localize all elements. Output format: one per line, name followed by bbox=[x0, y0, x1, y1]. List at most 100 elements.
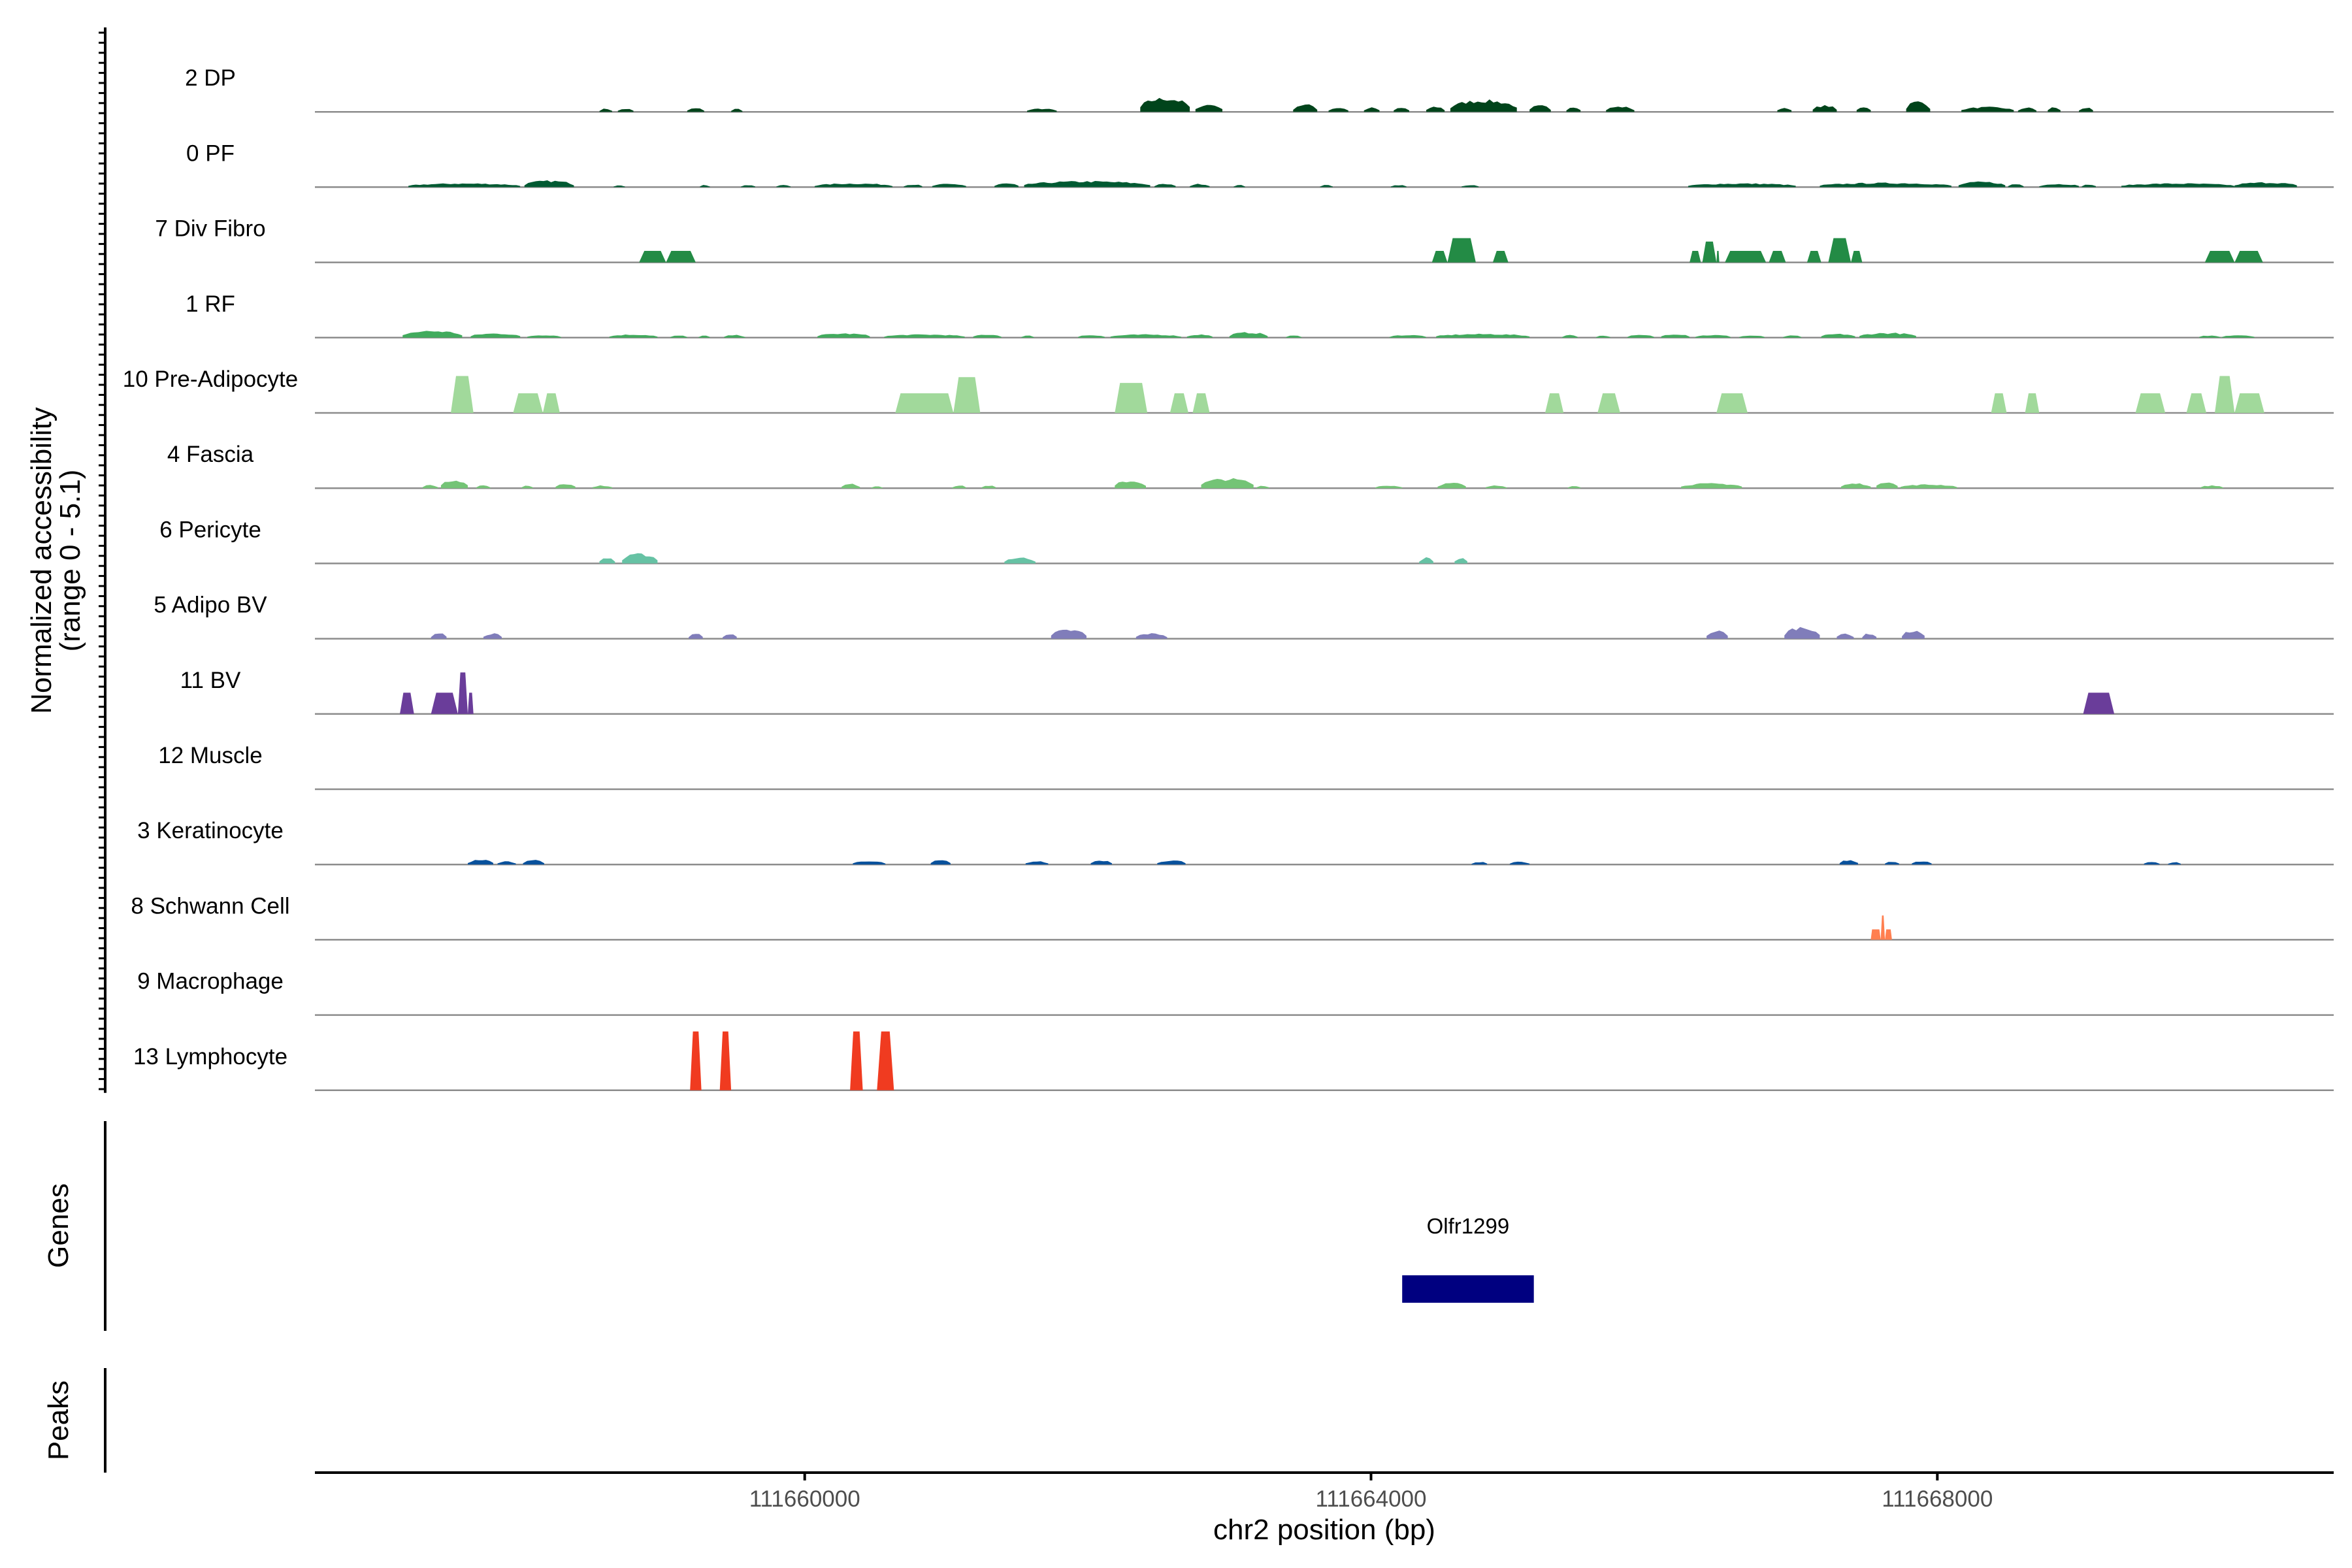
coverage-peak bbox=[1157, 860, 1186, 865]
coverage-peak bbox=[1431, 251, 1448, 263]
coverage-peak bbox=[408, 183, 521, 188]
coverage-peak bbox=[2039, 184, 2079, 188]
coverage-peak bbox=[1820, 182, 1952, 188]
coverage-peak bbox=[1462, 185, 1479, 188]
coverage-peak bbox=[1596, 335, 1610, 338]
coverage-peak bbox=[1025, 861, 1049, 865]
coverage-peak bbox=[599, 558, 615, 564]
coverage-peak bbox=[1690, 251, 1701, 263]
coverage-peak bbox=[930, 860, 951, 865]
coverage-peak bbox=[932, 184, 966, 188]
coverage-y-axis bbox=[99, 27, 106, 1093]
coverage-peak bbox=[1840, 483, 1871, 489]
track-8-schwann-cell: 8 Schwann Cell bbox=[131, 893, 2334, 941]
coverage-peak bbox=[2199, 335, 2221, 338]
coverage-peak bbox=[1545, 393, 1564, 413]
coverage-peak bbox=[1328, 108, 1348, 112]
coverage-peak bbox=[1192, 393, 1210, 413]
coverage-peak bbox=[2079, 108, 2093, 112]
track-label: 11 BV bbox=[180, 668, 241, 693]
coverage-peak bbox=[592, 485, 612, 489]
coverage-peak bbox=[1024, 181, 1151, 188]
coverage-peak bbox=[1566, 107, 1581, 112]
track-label: 0 PF bbox=[186, 140, 235, 166]
coverage-peak bbox=[981, 485, 996, 489]
coverage-peak bbox=[521, 485, 533, 489]
coverage-peak bbox=[670, 335, 687, 338]
coverage-peak bbox=[1426, 106, 1445, 112]
coverage-peak bbox=[2168, 862, 2181, 865]
coverage-peak bbox=[1876, 482, 1898, 489]
coverage-peak bbox=[1021, 335, 1034, 338]
coverage-peak bbox=[609, 335, 658, 338]
coverage-peak bbox=[689, 634, 703, 639]
coverage-peak bbox=[1229, 332, 1268, 338]
coverage-peak bbox=[973, 335, 1002, 338]
coverage-peak bbox=[895, 393, 954, 413]
track-6-pericyte: 6 Pericyte bbox=[159, 517, 2334, 564]
coverage-peak bbox=[497, 861, 516, 865]
coverage-peak bbox=[1154, 184, 1176, 188]
coverage-peak bbox=[1627, 335, 1654, 338]
coverage-peak bbox=[1567, 486, 1581, 489]
coverage-peak bbox=[1880, 915, 1886, 940]
track-label: 2 DP bbox=[185, 65, 236, 91]
coverage-peak bbox=[400, 693, 414, 714]
coverage-peak bbox=[1961, 106, 2014, 112]
coverage-peak bbox=[1906, 101, 1931, 112]
track-label: 8 Schwann Cell bbox=[131, 893, 289, 919]
coverage-peak bbox=[1293, 104, 1318, 112]
coverage-peak bbox=[700, 185, 710, 188]
coverage-peak bbox=[1436, 333, 1530, 338]
coverage-peak bbox=[1562, 335, 1578, 338]
coverage-peak bbox=[1783, 335, 1802, 338]
coverage-peak bbox=[884, 334, 965, 338]
coverage-peak bbox=[1870, 929, 1881, 940]
coverage-peak bbox=[723, 634, 737, 639]
coverage-peak bbox=[698, 335, 710, 338]
coverage-peak bbox=[1115, 482, 1146, 489]
track-0-pf: 0 PF bbox=[186, 140, 2334, 188]
coverage-peak bbox=[555, 484, 576, 489]
track-1-rf: 1 RF bbox=[186, 291, 2334, 339]
coverage-peak bbox=[527, 335, 561, 338]
coverage-peak bbox=[1695, 335, 1731, 338]
coverage-peak bbox=[853, 861, 886, 865]
coverage-peak bbox=[1958, 181, 2006, 188]
coverage-peak bbox=[1186, 334, 1213, 338]
coverage-peak bbox=[1233, 185, 1245, 188]
track-label: 5 Adipo BV bbox=[154, 593, 267, 618]
coverage-peak bbox=[1837, 633, 1854, 639]
track-label: 7 Div Fibro bbox=[155, 216, 265, 242]
coverage-peak bbox=[2008, 184, 2024, 188]
coverage-peak bbox=[622, 553, 658, 564]
coverage-peak bbox=[1004, 557, 1036, 564]
coverage-peak bbox=[2186, 393, 2206, 413]
coverage-peak bbox=[1777, 108, 1792, 112]
coverage-peak bbox=[841, 483, 860, 489]
coverage-peak bbox=[1851, 251, 1863, 263]
coverage-peak bbox=[1716, 251, 1720, 263]
coverage-peak bbox=[1784, 627, 1820, 639]
coverage-peak bbox=[871, 486, 883, 489]
genes-panel-label: Genes bbox=[42, 1183, 74, 1268]
coverage-peak bbox=[2025, 393, 2040, 413]
coverage-peak bbox=[719, 1031, 732, 1090]
track-label: 6 Pericyte bbox=[159, 517, 261, 542]
coverage-peak bbox=[1885, 929, 1892, 940]
coverage-peak bbox=[1051, 629, 1086, 639]
track-label: 12 Muscle bbox=[158, 743, 263, 768]
coverage-peak bbox=[904, 184, 923, 188]
x-tick-label: 111660000 bbox=[749, 1486, 860, 1512]
coverage-peak bbox=[440, 480, 468, 489]
coverage-peak bbox=[1389, 335, 1426, 338]
coverage-peak bbox=[1912, 861, 1932, 865]
gene-body bbox=[1402, 1275, 1534, 1303]
coverage-peak bbox=[2048, 107, 2061, 112]
coverage-peak bbox=[2121, 183, 2235, 188]
coverage-peak bbox=[731, 108, 743, 112]
track-label: 3 Keratinocyte bbox=[137, 818, 284, 843]
coverage-peak bbox=[2221, 335, 2255, 338]
track-2-dp: 2 DP bbox=[185, 65, 2334, 113]
coverage-peak bbox=[1201, 478, 1254, 489]
